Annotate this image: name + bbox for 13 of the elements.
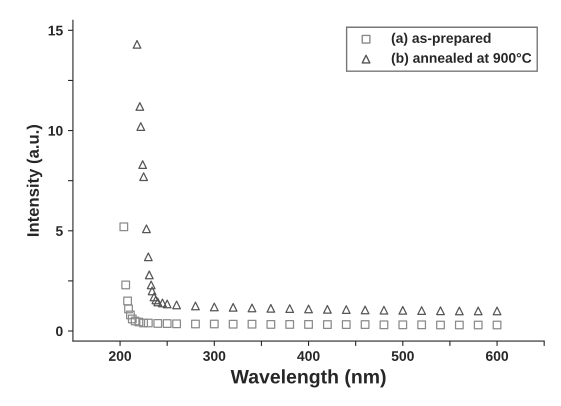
y-tick-label: 0 (56, 326, 63, 336)
x-tick-label: 600 (486, 351, 508, 361)
legend-label: (a) as-prepared (392, 32, 490, 46)
x-tick-label: 400 (297, 351, 320, 361)
legend-label: (b) annealed at 900°C (392, 52, 532, 66)
y-tick-label: 10 (48, 126, 63, 136)
x-tick-label: 300 (203, 351, 226, 361)
y-tick-label: 5 (56, 226, 63, 236)
x-tick-label: 500 (392, 351, 414, 361)
x-tick-label: 200 (108, 351, 132, 361)
y-axis-title: Intensity (a.u.) (26, 125, 42, 236)
x-axis-title: Wavelength (nm) (230, 369, 386, 388)
y-tick-label: 15 (48, 26, 63, 36)
